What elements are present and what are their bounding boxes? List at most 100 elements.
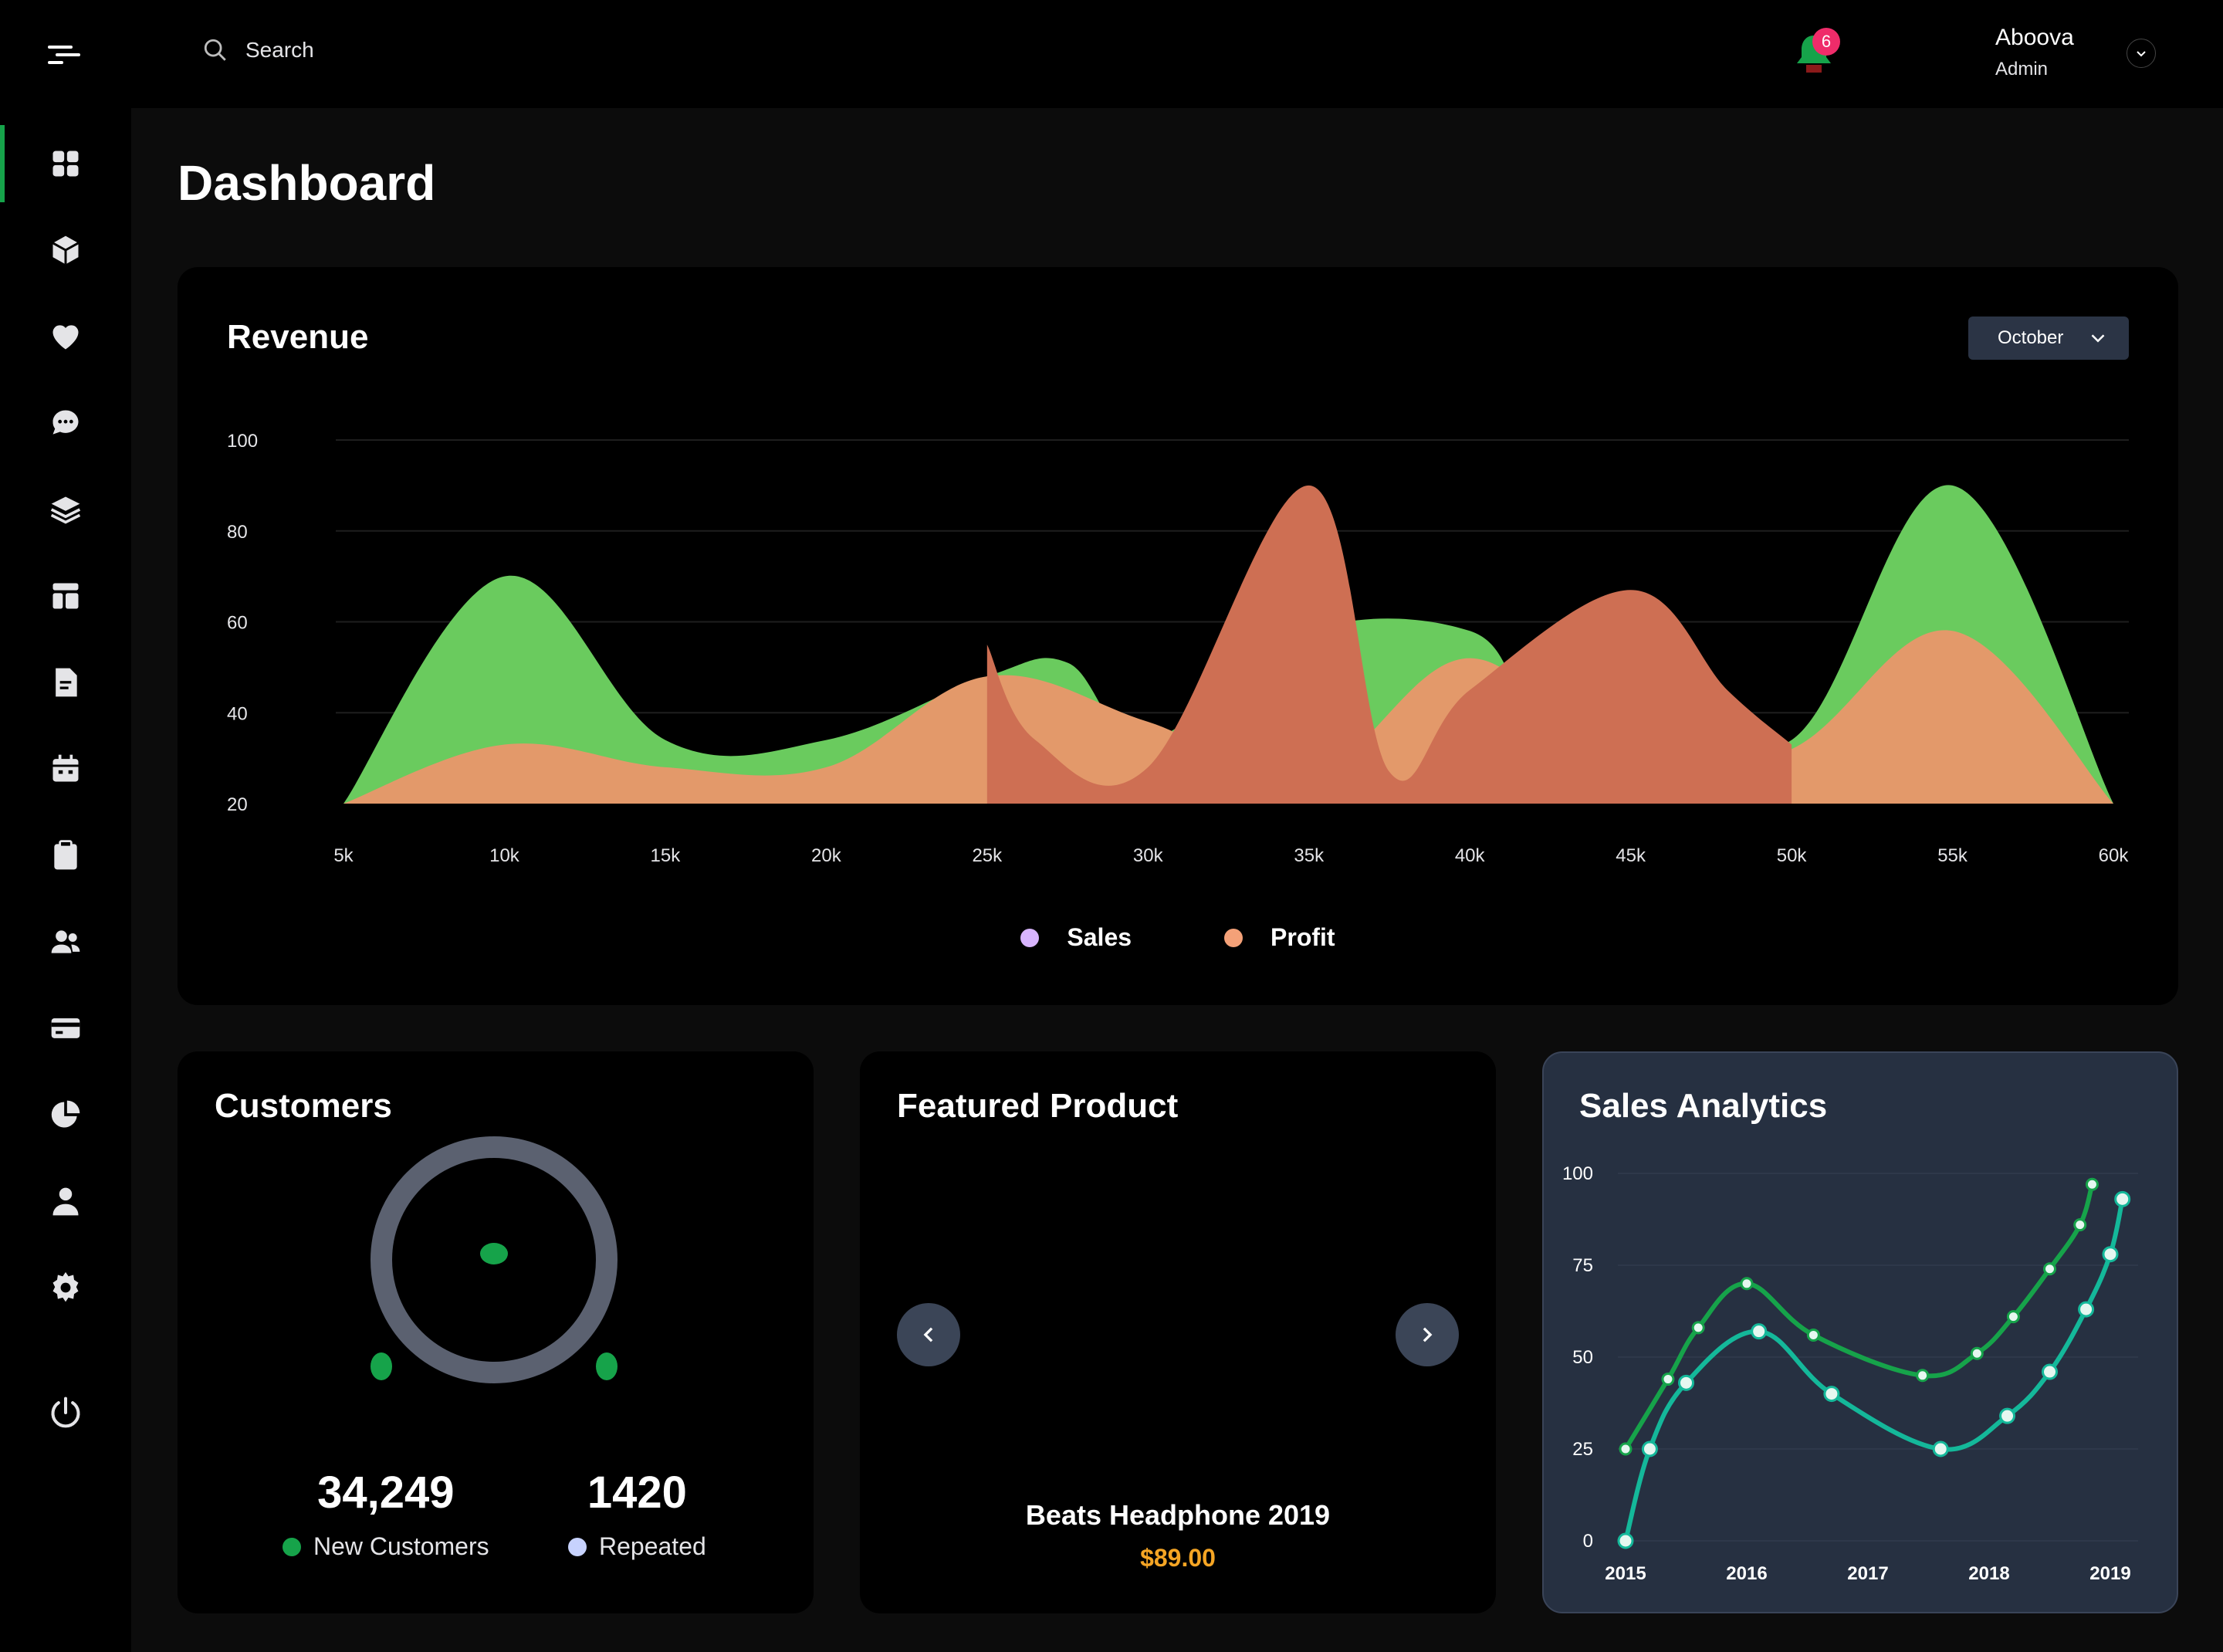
product-name: Beats Headphone 2019 [1025,1499,1331,1531]
sa-series-1-point [1916,1369,1930,1383]
sa-x-tick-2018: 2018 [1968,1563,2009,1584]
layout-icon [52,583,79,609]
sa-series-2-point [1751,1323,1768,1340]
sa-series-1-point [1970,1346,1984,1360]
heart-icon [52,325,79,350]
customers-card: Customers 34,249 New Customers 1420 Repe… [178,1051,814,1613]
sidebar-item-pie-chart[interactable] [0,1076,131,1153]
sa-series-2-point [2078,1301,2095,1318]
users-icon [51,930,80,953]
sa-series-2-point [1932,1440,1949,1457]
new-customers-stat: 34,249 New Customers [283,1467,489,1561]
legend-item-profit: Profit [1224,923,1335,952]
user-icon [52,1187,79,1216]
analytics-title: Sales Analytics [1579,1087,1828,1125]
sa-series-1-point [1619,1442,1633,1456]
sidebar-item-layers[interactable] [0,471,131,548]
sa-y-tick-50: 50 [1572,1347,1593,1368]
power-icon [51,1396,80,1428]
x-tick-55k: 55k [1937,845,1968,866]
sidebar-item-users[interactable] [0,903,131,980]
product-price: $89.00 [1140,1544,1216,1572]
legend-label-sales: Sales [1067,923,1132,951]
chevron-right-icon [1423,1327,1433,1342]
sa-series-2-point [1641,1440,1658,1457]
repeated-label: Repeated [599,1532,706,1560]
previous-button[interactable] [897,1303,960,1366]
sidebar-item-power[interactable] [0,1374,131,1451]
sa-y-tick-75: 75 [1572,1255,1593,1276]
revenue-title: Revenue [227,318,369,356]
search-input[interactable]: Search [202,37,314,63]
sidebar-item-grid[interactable] [0,125,131,202]
notification-badge: 6 [1812,28,1840,56]
y-tick-60: 60 [227,613,248,634]
sa-y-tick-100: 100 [1562,1163,1593,1184]
page-title: Dashboard [178,155,436,211]
sa-series-1-point [2006,1310,2020,1324]
x-tick-10k: 10k [489,845,520,866]
sidebar-item-gear[interactable] [0,1249,131,1326]
grid-icon [52,151,79,177]
sa-x-tick-2017: 2017 [1847,1563,1888,1584]
sidebar-item-calendar[interactable] [0,730,131,807]
x-tick-40k: 40k [1455,845,1486,866]
search-placeholder: Search [245,38,314,62]
sa-y-tick-25: 25 [1572,1439,1593,1460]
legend-label-profit: Profit [1271,923,1335,951]
repeated-value: 1420 [587,1468,687,1518]
sidebar-item-credit-card[interactable] [0,990,131,1067]
x-tick-20k: 20k [811,845,842,866]
sa-series-2-point [1678,1374,1694,1391]
user-role: Admin [1995,59,2049,80]
sidebar-item-layout[interactable] [0,557,131,635]
clipboard-icon [54,840,77,870]
sidebar-item-user[interactable] [0,1163,131,1240]
sidebar-item-heart[interactable] [0,298,131,375]
next-button[interactable] [1396,1303,1459,1366]
new-customers-value: 34,249 [317,1468,455,1518]
x-tick-35k: 35k [1294,845,1325,866]
topbar: Search 6 Aboova Admin [131,0,2223,108]
y-tick-40: 40 [227,703,248,724]
customers-ring [370,1136,618,1383]
chevron-left-icon [923,1327,933,1342]
chevron-down-icon [2091,334,2105,343]
user-info[interactable]: Aboova Admin [1995,25,2074,80]
sidebar-item-clipboard[interactable] [0,817,131,894]
repeated-dot [568,1537,587,1556]
ring-marker-top [480,1243,508,1264]
user-menu-chevron-down-icon[interactable] [2127,39,2156,68]
sa-series-2-point [2042,1363,2058,1380]
pie-chart-icon [51,1100,80,1128]
calendar-icon [52,754,79,782]
x-tick-15k: 15k [651,845,682,866]
sa-series-1-point [1691,1321,1705,1335]
month-select[interactable]: October [1968,317,2129,360]
x-tick-50k: 50k [1777,845,1808,866]
gear-icon [52,1271,79,1302]
sa-series-1-point [2043,1262,2056,1276]
sidebar [0,0,131,1652]
new-customers-label: New Customers [313,1532,489,1560]
x-tick-25k: 25k [972,845,1003,866]
sa-series-1-point [1661,1373,1675,1386]
featured-title: Featured Product [897,1087,1179,1125]
sa-series-1-point [2085,1177,2099,1191]
month-select-value: October [1998,327,2064,348]
y-tick-80: 80 [227,522,248,543]
ring-marker-right [596,1352,618,1380]
repeated-stat: 1420 Repeated [568,1467,706,1561]
sidebar-item-chat[interactable] [0,384,131,462]
x-tick-30k: 30k [1133,845,1164,866]
sa-y-tick-0: 0 [1583,1531,1593,1552]
sidebar-item-document[interactable] [0,644,131,721]
ring-marker-left [370,1352,392,1380]
sidebar-item-box[interactable] [0,212,131,289]
sa-x-tick-2016: 2016 [1726,1563,1767,1584]
legend-item-sales: Sales [1020,923,1132,952]
menu-toggle-icon[interactable] [48,42,80,67]
sa-series-1-point [1740,1277,1754,1291]
legend-dot-profit [1224,928,1243,947]
sa-x-tick-2019: 2019 [2089,1563,2130,1584]
